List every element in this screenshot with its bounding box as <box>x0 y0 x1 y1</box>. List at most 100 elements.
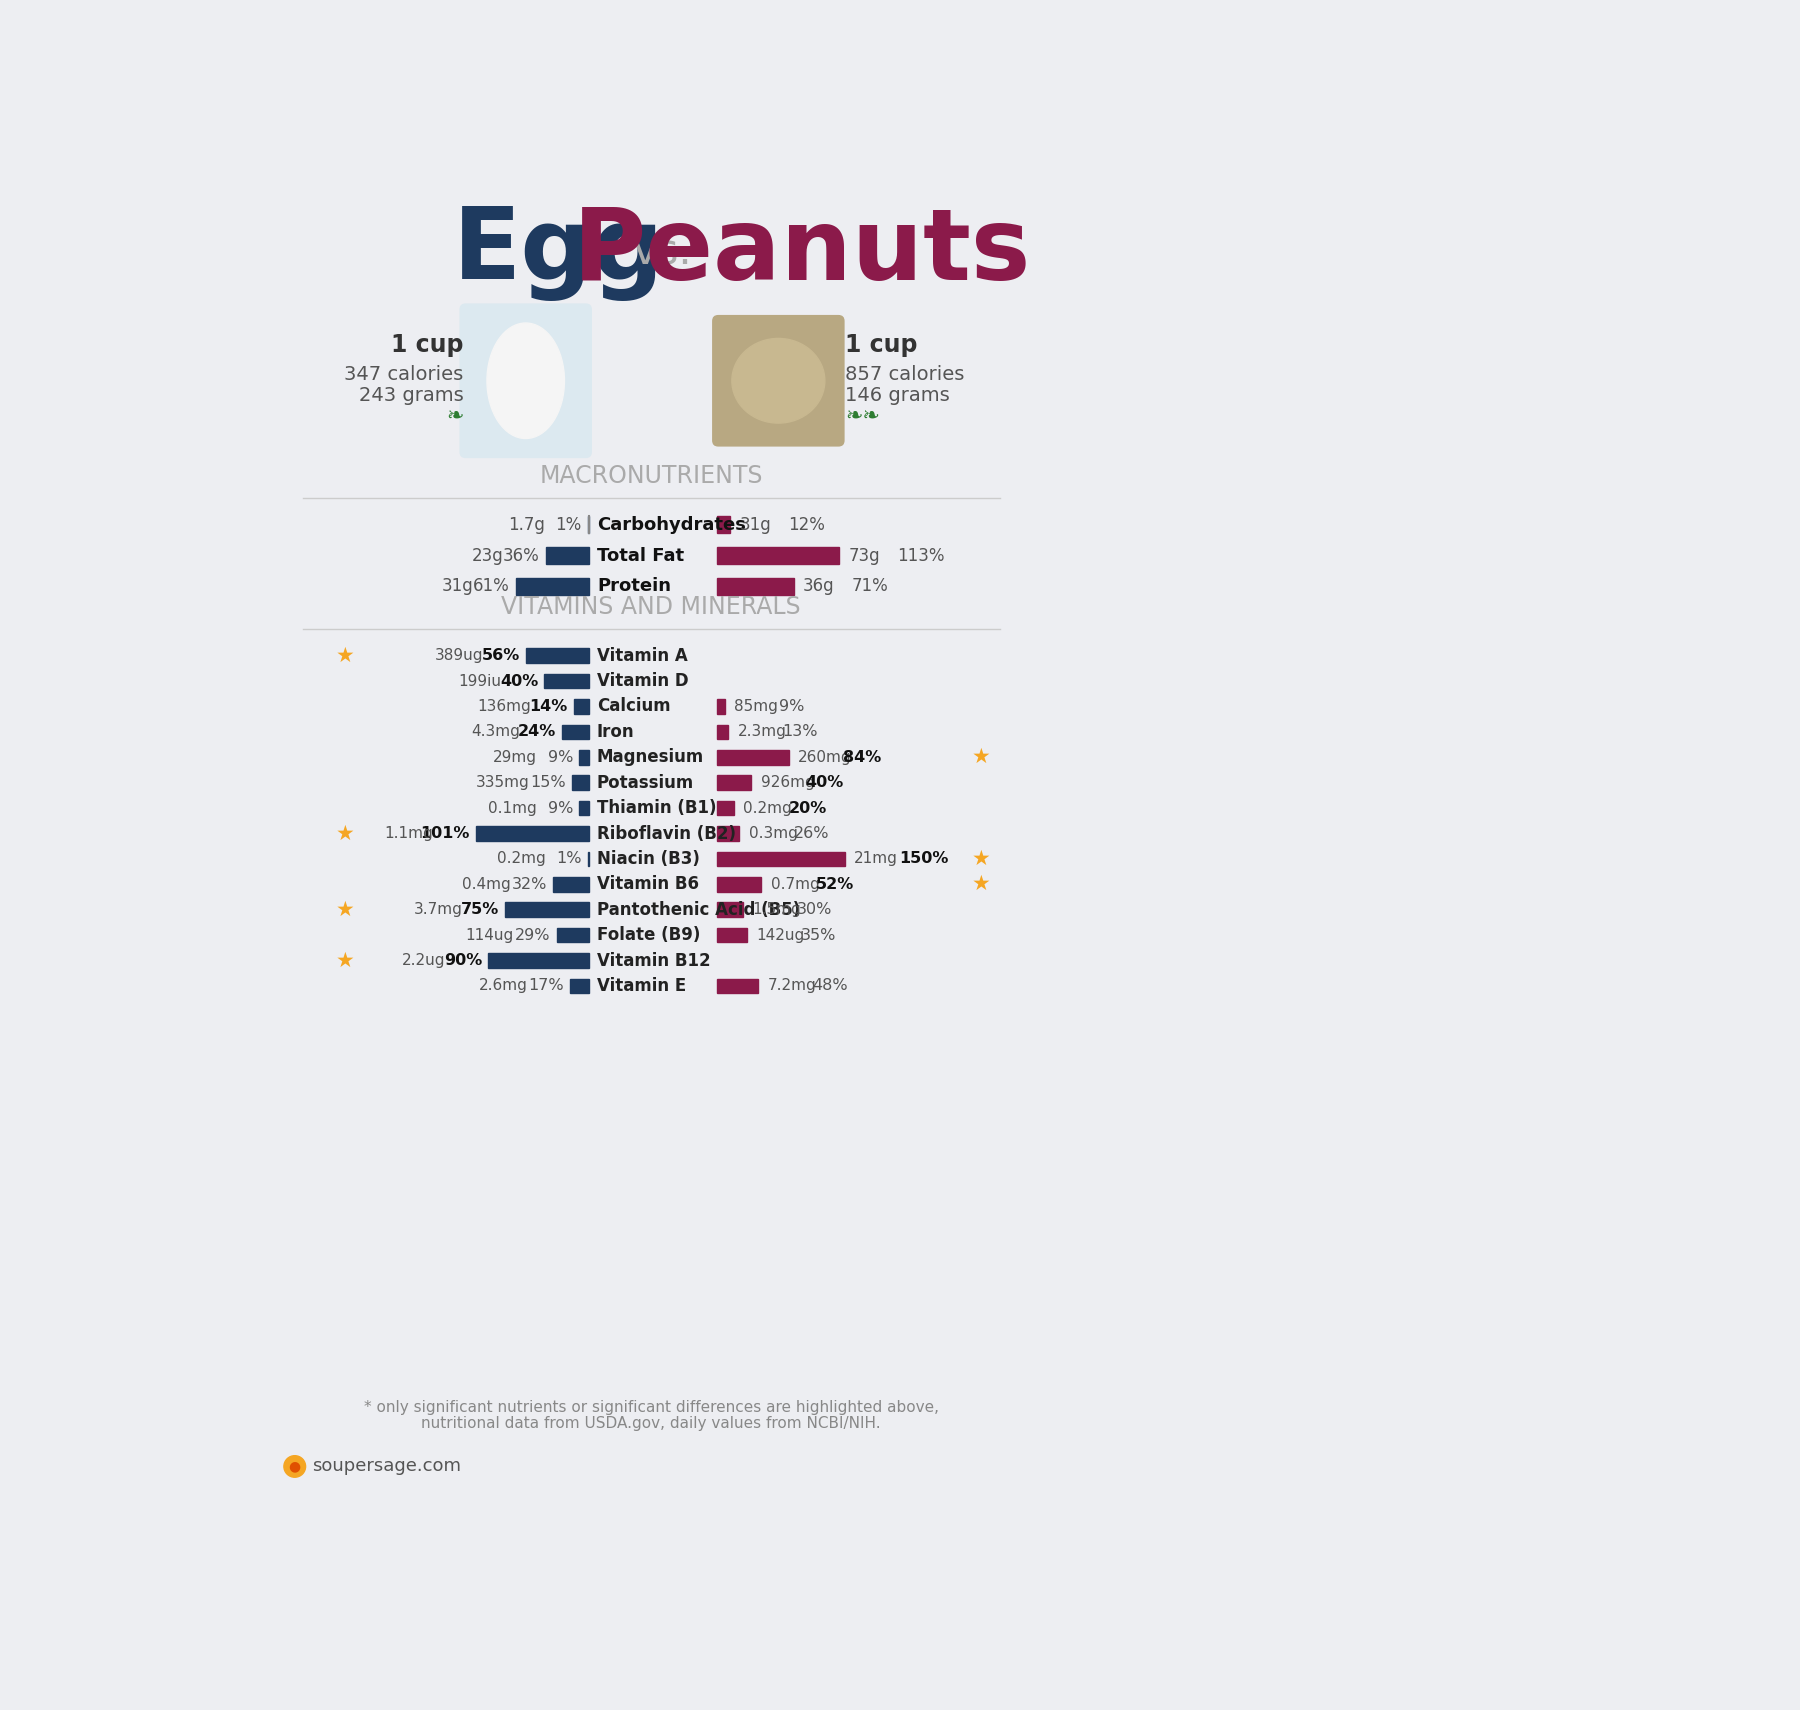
Text: 114ug: 114ug <box>466 927 515 942</box>
Bar <box>556 929 589 942</box>
Bar <box>506 903 589 917</box>
Text: 347 calories: 347 calories <box>344 366 464 385</box>
Text: 40%: 40% <box>500 674 538 689</box>
Text: 9%: 9% <box>547 749 572 764</box>
Text: 0.2mg: 0.2mg <box>497 852 545 867</box>
Bar <box>716 751 788 764</box>
Text: 136mg: 136mg <box>477 699 531 715</box>
Text: 36g: 36g <box>803 578 835 595</box>
Text: 3.7mg: 3.7mg <box>414 903 463 917</box>
Text: ★: ★ <box>972 874 990 894</box>
Text: 199iu: 199iu <box>459 674 502 689</box>
Text: 26%: 26% <box>794 826 830 841</box>
Text: 926mg: 926mg <box>761 775 814 790</box>
Text: 150%: 150% <box>900 852 949 867</box>
Bar <box>716 903 743 917</box>
Text: ★: ★ <box>972 848 990 869</box>
Bar <box>716 929 747 942</box>
Text: Iron: Iron <box>598 723 635 740</box>
Text: 857 calories: 857 calories <box>844 366 965 385</box>
Text: 85mg: 85mg <box>734 699 778 715</box>
Text: 0.3mg: 0.3mg <box>749 826 797 841</box>
Text: 32%: 32% <box>511 877 547 893</box>
Bar <box>545 547 589 564</box>
Text: 36%: 36% <box>502 547 540 564</box>
Bar <box>580 800 589 816</box>
Text: 61%: 61% <box>473 578 509 595</box>
Text: 17%: 17% <box>529 978 563 994</box>
Text: 0.2mg: 0.2mg <box>743 800 792 816</box>
Text: Riboflavin (B2): Riboflavin (B2) <box>598 824 736 843</box>
Ellipse shape <box>733 339 824 422</box>
Bar <box>716 725 729 739</box>
Text: vs.: vs. <box>634 233 693 274</box>
Text: ★: ★ <box>337 646 355 665</box>
Bar <box>716 775 751 790</box>
Text: 14%: 14% <box>529 699 567 715</box>
Text: 30%: 30% <box>797 903 832 917</box>
Text: 29mg: 29mg <box>493 749 536 764</box>
FancyBboxPatch shape <box>459 303 592 458</box>
Text: 24%: 24% <box>518 725 556 739</box>
Text: soupersage.com: soupersage.com <box>311 1457 461 1476</box>
Text: Carbohydrates: Carbohydrates <box>598 516 745 534</box>
Text: 52%: 52% <box>815 877 853 893</box>
Text: 35%: 35% <box>801 927 837 942</box>
Text: 0.4mg: 0.4mg <box>463 877 511 893</box>
Text: 1 cup: 1 cup <box>844 333 918 357</box>
Text: ★: ★ <box>972 747 990 768</box>
Text: 48%: 48% <box>812 978 848 994</box>
Text: 31g: 31g <box>441 578 473 595</box>
Text: 1.7g: 1.7g <box>509 516 545 534</box>
Text: 2.3mg: 2.3mg <box>738 725 787 739</box>
Text: 1 cup: 1 cup <box>391 333 464 357</box>
Text: 1%: 1% <box>556 516 581 534</box>
Text: 0.7mg: 0.7mg <box>770 877 819 893</box>
Text: Protein: Protein <box>598 578 671 595</box>
Bar <box>716 978 758 994</box>
Text: Potassium: Potassium <box>598 773 695 792</box>
Text: 75%: 75% <box>461 903 499 917</box>
Text: 335mg: 335mg <box>475 775 529 790</box>
Text: VITAMINS AND MINERALS: VITAMINS AND MINERALS <box>502 595 801 619</box>
Text: 9%: 9% <box>547 800 572 816</box>
Text: Magnesium: Magnesium <box>598 749 704 766</box>
Text: 23g: 23g <box>472 547 504 564</box>
Text: Vitamin D: Vitamin D <box>598 672 689 691</box>
Text: 1.5mg: 1.5mg <box>752 903 801 917</box>
Bar <box>553 877 589 891</box>
Text: 2.6mg: 2.6mg <box>479 978 527 994</box>
Text: Peanuts: Peanuts <box>572 205 1031 301</box>
Text: 71%: 71% <box>851 578 889 595</box>
Text: 12%: 12% <box>788 516 824 534</box>
Text: 101%: 101% <box>419 826 470 841</box>
Text: 243 grams: 243 grams <box>358 386 464 405</box>
Text: * only significant nutrients or significant differences are highlighted above,: * only significant nutrients or signific… <box>364 1400 940 1416</box>
Bar <box>544 674 589 689</box>
Bar <box>716 547 839 564</box>
Text: 90%: 90% <box>443 952 482 968</box>
Text: 4.3mg: 4.3mg <box>472 725 520 739</box>
FancyBboxPatch shape <box>713 315 844 446</box>
Text: 389ug: 389ug <box>436 648 484 663</box>
Text: Vitamin B12: Vitamin B12 <box>598 951 711 970</box>
Text: 13%: 13% <box>783 725 817 739</box>
Text: Total Fat: Total Fat <box>598 547 684 564</box>
Text: 142ug: 142ug <box>756 927 805 942</box>
Text: Vitamin E: Vitamin E <box>598 976 686 995</box>
Text: 29%: 29% <box>515 927 551 942</box>
Bar <box>716 826 740 841</box>
Text: ★: ★ <box>337 824 355 843</box>
Text: 1%: 1% <box>556 852 581 867</box>
Text: 73g: 73g <box>848 547 880 564</box>
Text: 56%: 56% <box>482 648 520 663</box>
Text: Thiamin (B1): Thiamin (B1) <box>598 799 716 817</box>
Text: 113%: 113% <box>898 547 945 564</box>
Bar <box>475 826 589 841</box>
Text: Calcium: Calcium <box>598 698 671 715</box>
Bar <box>562 725 589 739</box>
Text: 31g: 31g <box>740 516 770 534</box>
Text: 84%: 84% <box>842 749 882 764</box>
Text: 9%: 9% <box>779 699 805 715</box>
Bar <box>517 578 589 595</box>
